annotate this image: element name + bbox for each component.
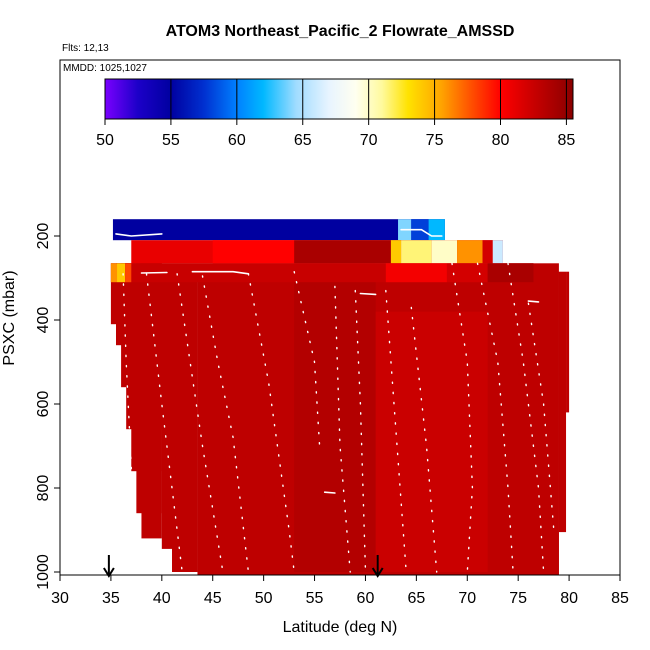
dive-6	[293, 271, 321, 447]
profile-column	[533, 271, 559, 575]
x-tick-label: 30	[51, 590, 69, 607]
colorbar-tick-label: 65	[294, 132, 312, 149]
colorbar-tick-label: 60	[228, 132, 246, 149]
colorbar-tick-label: 80	[492, 132, 510, 149]
data-field	[110, 219, 570, 575]
y-tick-label: 800	[35, 475, 52, 502]
dive-14	[527, 302, 555, 531]
arrow-head	[103, 567, 115, 578]
colorbar-tick-label: 75	[426, 132, 444, 149]
profile-column	[558, 271, 567, 533]
level-track-5	[527, 300, 540, 303]
level-track-4	[323, 491, 336, 494]
x-tick-label: 60	[357, 590, 375, 607]
profile-column	[566, 271, 570, 413]
level-band-segment	[110, 263, 118, 283]
arrow-head	[371, 567, 384, 578]
colorbar-tick-label: 55	[162, 132, 180, 149]
flights-label: Flts: 12,13	[62, 43, 109, 54]
x-tick-label: 85	[611, 590, 629, 607]
x-tick-label: 65	[407, 590, 425, 607]
level-band-segment	[385, 263, 447, 283]
level-band-segment	[457, 240, 483, 264]
chart-title: ATOM3 Northeast_Pacific_2 Flowrate_AMSSD	[166, 23, 515, 40]
level-band-segment	[431, 240, 458, 264]
y-tick-label: 1000	[35, 554, 52, 590]
level-track-1	[140, 271, 168, 274]
dive-10	[410, 306, 438, 573]
dive-3	[176, 273, 224, 573]
arrow-markers	[103, 555, 384, 578]
y-axis-label: PSXC (mbar)	[1, 270, 18, 365]
colorbar-ticks: 50 55 60 65 70 75 80 85	[96, 79, 575, 149]
colorbar-tick-label: 85	[558, 132, 576, 149]
x-tick-label: 80	[560, 590, 578, 607]
dive-8	[354, 289, 367, 573]
level-band-segment	[428, 219, 445, 241]
dive-13	[507, 262, 545, 573]
x-tick-label: 55	[306, 590, 324, 607]
plot-frame	[59, 59, 621, 576]
y-tick-label: 400	[35, 307, 52, 334]
level-track-2	[191, 270, 250, 275]
x-tick-label: 45	[204, 590, 222, 607]
level-band-segment	[492, 240, 503, 264]
dive-12	[476, 262, 514, 573]
dive-9	[385, 289, 407, 573]
x-tick-label: 70	[458, 590, 476, 607]
y-axis: 200 400 600 800 1000	[35, 223, 60, 590]
level-band-segment	[117, 263, 126, 283]
value-patch	[375, 311, 488, 572]
level-band-segment	[125, 263, 132, 283]
x-tick-label: 75	[509, 590, 527, 607]
value-patch	[294, 263, 376, 572]
x-tick-label: 50	[255, 590, 273, 607]
upper-right-track	[400, 228, 443, 237]
colorbar: 50 55 60 65 70 75 80 85	[96, 78, 575, 149]
level-band-segment	[212, 240, 295, 264]
flight-tracks	[115, 228, 555, 573]
level-band-segment	[401, 240, 432, 264]
level-band-segment	[487, 263, 534, 283]
level-band-segment	[390, 240, 402, 264]
level-band-segment	[294, 240, 391, 264]
colorbar-tick-label: 50	[96, 132, 114, 149]
level-band-segment	[482, 240, 493, 264]
profile-column	[161, 263, 172, 549]
dive-5	[247, 273, 295, 573]
x-tick-label: 40	[153, 590, 171, 607]
level-band	[112, 219, 445, 241]
upper-left-track	[115, 233, 163, 237]
level-band-segment	[446, 263, 488, 283]
y-tick-label: 600	[35, 391, 52, 418]
dive-11	[451, 262, 474, 573]
x-tick-label: 35	[102, 590, 120, 607]
profile-column	[141, 263, 162, 539]
y-tick-label: 200	[35, 223, 52, 250]
colorbar-tick-label: 70	[360, 132, 378, 149]
x-axis-label: Latitude (deg N)	[283, 619, 398, 636]
dates-label: MMDD: 1025,1027	[63, 63, 147, 74]
profile-column	[172, 263, 198, 572]
colorbar-gradient	[104, 78, 574, 120]
level-track-3	[359, 292, 377, 296]
x-axis: 30 35 40 45 50 55 60 65 70 75 80 85	[51, 575, 629, 607]
